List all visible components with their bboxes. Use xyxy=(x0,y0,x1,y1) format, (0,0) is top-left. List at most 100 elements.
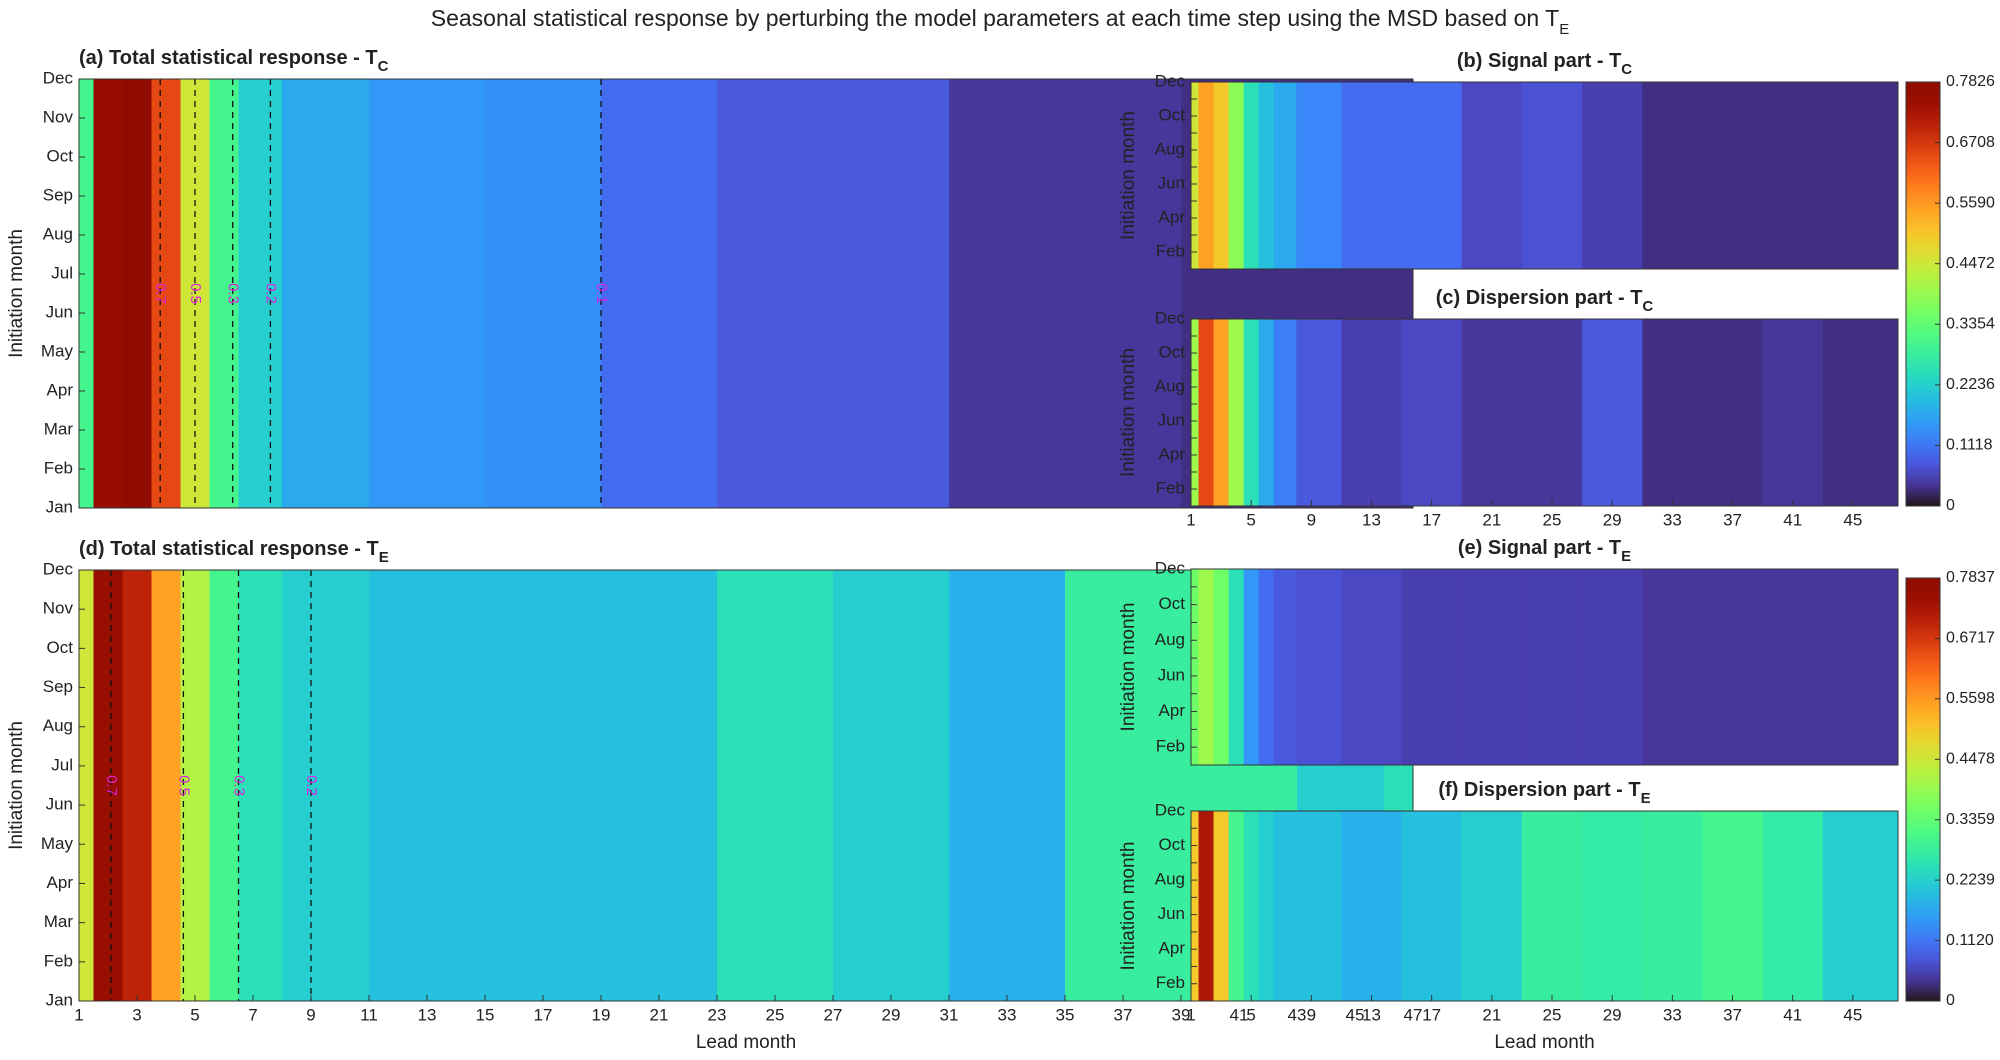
heat-cell xyxy=(1521,319,1583,506)
contour-label: 0.5 xyxy=(187,283,204,304)
y-tick-label: Dec xyxy=(43,559,74,578)
x-tick-label: 43 xyxy=(1288,1005,1307,1024)
panel-title-text: (e) Signal part - T xyxy=(1458,537,1621,559)
heat-cell xyxy=(1243,811,1260,1001)
heat-cell xyxy=(1198,82,1215,269)
heat-cell xyxy=(93,570,123,1001)
x-tick-label: 3 xyxy=(132,1005,141,1024)
x-tick-label: 5 xyxy=(1246,1005,1255,1024)
heat-cell xyxy=(1762,569,1824,765)
y-tick-label: Aug xyxy=(43,716,73,735)
y-tick-label: Mar xyxy=(44,419,74,438)
plot-frame xyxy=(78,569,1414,1002)
heat-cell xyxy=(717,79,834,508)
panel-title-subscript: E xyxy=(1641,790,1651,807)
x-tick-label: 25 xyxy=(1543,510,1562,529)
heat-cell xyxy=(1642,569,1703,765)
heat-cell xyxy=(485,570,602,1001)
colorbar-tick-label: 0.4478 xyxy=(1946,751,1995,768)
x-tick-label: 13 xyxy=(1362,1005,1381,1024)
heat-cell xyxy=(1582,569,1643,765)
x-tick-label: 37 xyxy=(1723,510,1742,529)
heat-cell xyxy=(1401,82,1463,269)
y-tick-label: May xyxy=(41,834,74,853)
heat-cell xyxy=(1191,569,1200,765)
heat-cell xyxy=(1243,569,1260,765)
colorbar-tick-label: 0.1120 xyxy=(1946,932,1994,949)
heat-cell xyxy=(122,570,152,1001)
x-tick-label: 41 xyxy=(1230,1005,1249,1024)
heat-cell xyxy=(1198,811,1215,1001)
heat-cell xyxy=(1228,319,1245,506)
y-tick-label: Jun xyxy=(46,795,73,814)
heat-cell xyxy=(1191,811,1200,1001)
x-tick-label: 21 xyxy=(1482,510,1501,529)
heat-cell xyxy=(949,570,1066,1001)
y-axis-label: Initiation month xyxy=(1118,842,1139,971)
plot-frame xyxy=(1190,318,1899,507)
x-tick-label: 13 xyxy=(1362,510,1381,529)
x-tick-label: 17 xyxy=(1422,1005,1441,1024)
heat-cell xyxy=(238,79,283,508)
y-tick-label: Oct xyxy=(1159,835,1186,854)
heat-cell xyxy=(1341,82,1403,269)
colorbar-tick-label: 0.5590 xyxy=(1946,194,1995,211)
contour-label: 0.3 xyxy=(225,283,242,304)
heat-cell xyxy=(1461,82,1523,269)
colorbar-tick-label: 0.3354 xyxy=(1946,316,1995,333)
heat-cell xyxy=(1867,82,1899,269)
y-tick-label: Sep xyxy=(43,185,73,204)
panel-title: (c) Dispersion part - TC xyxy=(1436,287,1654,315)
contour-label: 0.7 xyxy=(103,775,120,796)
heat-cell xyxy=(1822,82,1869,269)
heat-cell xyxy=(1065,79,1182,508)
heat-cell xyxy=(1213,569,1230,765)
heat-cell xyxy=(1642,82,1703,269)
panel-title: (b) Signal part - TC xyxy=(1457,50,1632,78)
heat-cell xyxy=(1867,319,1899,506)
heat-cell xyxy=(180,570,210,1001)
y-tick-label: Oct xyxy=(47,146,74,165)
heat-cell xyxy=(1228,811,1245,1001)
heat-cell xyxy=(1258,811,1275,1001)
heat-cell xyxy=(1822,811,1869,1001)
y-tick-label: Apr xyxy=(47,873,74,892)
heat-cell xyxy=(1461,319,1523,506)
heat-cell xyxy=(1521,82,1583,269)
y-tick-label: Feb xyxy=(1156,737,1185,756)
x-tick-label: 37 xyxy=(1114,1005,1133,1024)
y-tick-label: Aug xyxy=(1155,870,1185,889)
colorbar-tick-label: 0 xyxy=(1946,497,1955,514)
x-tick-label: 45 xyxy=(1843,1005,1862,1024)
colorbar xyxy=(1905,577,1941,1002)
x-tick-label: 33 xyxy=(1663,1005,1682,1024)
x-tick-label: 41 xyxy=(1783,1005,1802,1024)
contour-label: 0.5 xyxy=(175,775,192,796)
y-tick-label: Apr xyxy=(1159,701,1186,720)
y-tick-label: Apr xyxy=(1159,207,1186,226)
y-tick-label: Feb xyxy=(44,951,73,970)
title-text: Seasonal statistical response by perturb… xyxy=(431,5,1559,31)
heat-cell xyxy=(717,570,834,1001)
y-axis-label: Initiation month xyxy=(1118,111,1139,240)
contour-label: 0.3 xyxy=(231,775,248,796)
heat-cell xyxy=(1401,569,1463,765)
heat-cell xyxy=(1341,811,1403,1001)
heat-cell xyxy=(1867,811,1899,1001)
panel-title: (e) Signal part - TE xyxy=(1458,537,1631,565)
heat-cell xyxy=(1702,569,1764,765)
heat-cell xyxy=(1867,569,1899,765)
x-tick-label: 9 xyxy=(1307,510,1316,529)
heat-cell xyxy=(833,570,950,1001)
heat-cell xyxy=(1213,811,1230,1001)
heat-cell xyxy=(151,79,181,508)
heat-cell xyxy=(1198,569,1215,765)
heat-cell xyxy=(209,570,239,1001)
y-tick-label: Oct xyxy=(1159,105,1186,124)
y-tick-label: Jan xyxy=(46,497,73,516)
x-tick-label: 29 xyxy=(1603,1005,1622,1024)
heat-cell xyxy=(1065,570,1182,1001)
y-tick-label: Oct xyxy=(1159,342,1186,361)
plot-frame xyxy=(1190,568,1899,766)
